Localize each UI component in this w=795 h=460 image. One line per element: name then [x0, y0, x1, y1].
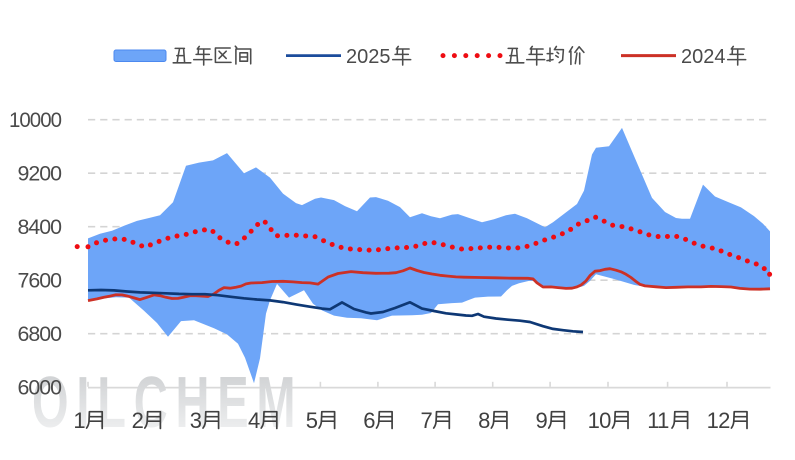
svg-text:9: 9 [536, 408, 548, 433]
svg-text:6: 6 [363, 408, 375, 433]
svg-text:10: 10 [588, 408, 612, 433]
svg-text:2: 2 [132, 408, 144, 433]
svg-text:1: 1 [73, 408, 85, 433]
svg-text:5: 5 [306, 408, 318, 433]
svg-text:8: 8 [478, 408, 490, 433]
svg-text:6800: 6800 [18, 323, 62, 346]
svg-text:4: 4 [248, 408, 260, 433]
svg-text:6000: 6000 [18, 377, 62, 400]
svg-text:7600: 7600 [18, 270, 62, 293]
svg-text:9200: 9200 [18, 163, 62, 186]
svg-text:10000: 10000 [9, 109, 61, 132]
svg-text:12: 12 [707, 408, 731, 433]
svg-text:7: 7 [421, 408, 433, 433]
svg-text:8400: 8400 [18, 216, 62, 239]
svg-text:3: 3 [190, 408, 202, 433]
svg-text:2024: 2024 [681, 46, 726, 68]
svg-text:11: 11 [647, 408, 669, 433]
svg-text:2025: 2025 [346, 46, 391, 68]
